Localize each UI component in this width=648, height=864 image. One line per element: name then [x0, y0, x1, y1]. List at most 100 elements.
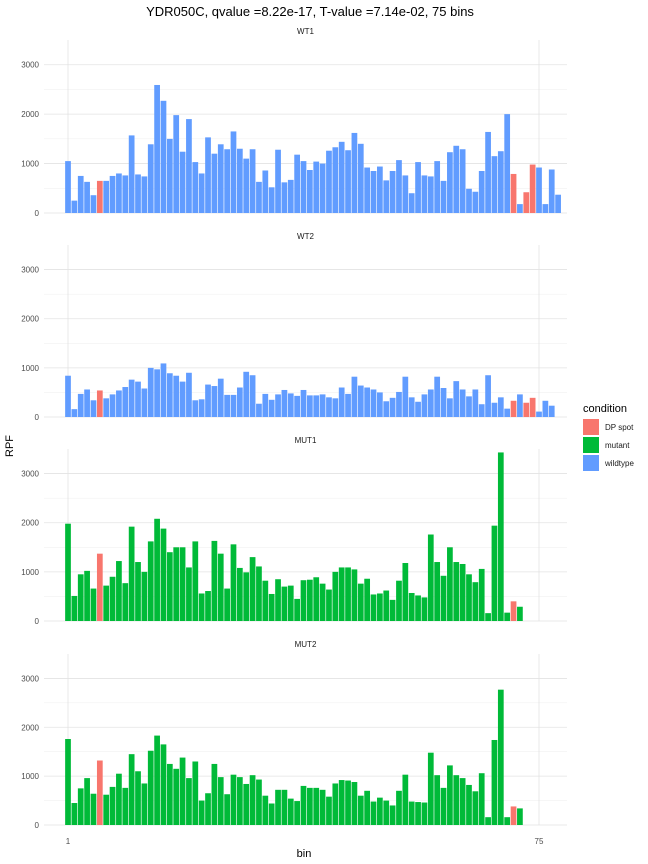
facet-strip-label: WT2 [297, 232, 314, 241]
bar-mut2-bin-52 [389, 805, 396, 825]
bar-mut1-bin-38 [300, 580, 307, 621]
y-tick-label: 0 [35, 209, 40, 218]
bar-wt2-bin-29 [243, 371, 250, 417]
bar-mut2-bin-15 [154, 735, 160, 825]
bar-wt1-bin-15 [154, 84, 160, 213]
bar-wt1-bin-45 [345, 150, 351, 213]
bar-mut2-bin-33 [268, 803, 275, 825]
bar-mut1-bin-31 [256, 566, 262, 621]
bar-mut1-bin-24 [211, 540, 218, 621]
bar-mut2-bin-25 [217, 777, 224, 825]
bar-mut2-bin-5 [90, 793, 97, 825]
bar-mut2-bin-10 [122, 787, 129, 825]
bar-mut1-bin-26 [224, 588, 230, 621]
bar-wt2-bin-22 [198, 399, 205, 417]
bar-mut2-bin-65 [472, 791, 479, 825]
bar-wt1-bin-21 [192, 162, 199, 213]
facet-strip-label: WT1 [297, 27, 314, 36]
bar-wt2-bin-68 [491, 402, 498, 417]
bar-mut1-bin-40 [313, 577, 320, 621]
bar-mut2-bin-14 [147, 750, 154, 825]
x-tick-label: 1 [66, 837, 71, 846]
bar-wt1-bin-14 [147, 144, 154, 213]
bar-wt2-bin-72 [517, 394, 523, 417]
bar-mut2-bin-61 [447, 765, 453, 825]
bar-mut1-bin-21 [192, 541, 199, 621]
bar-wt1-bin-4 [84, 181, 90, 213]
bar-mut1-bin-10 [122, 583, 129, 621]
bar-wt1-bin-36 [287, 179, 294, 213]
bar-mut2-bin-32 [262, 795, 269, 825]
bar-wt2-bin-55 [408, 397, 415, 417]
bar-mut1-bin-56 [415, 595, 421, 621]
bar-mut1-bin-1 [65, 523, 71, 621]
bar-wt2-bin-17 [166, 373, 173, 417]
bar-mut1-bin-22 [198, 593, 205, 621]
bar-wt2-bin-24 [211, 386, 218, 417]
bar-wt1-bin-62 [453, 145, 460, 213]
bar-wt1-bin-56 [415, 162, 421, 213]
legend-swatch-dp-spot [583, 419, 599, 435]
bar-wt1-bin-29 [243, 158, 250, 213]
bar-wt1-bin-12 [135, 174, 141, 213]
bar-wt2-bin-36 [287, 393, 294, 417]
bar-wt2-bin-60 [440, 388, 447, 417]
bar-mut2-bin-11 [128, 754, 135, 825]
bar-mut2-bin-2 [71, 803, 78, 825]
bar-mut2-bin-3 [77, 788, 84, 825]
bar-mut2-bin-17 [166, 763, 173, 825]
bar-wt2-bin-70 [504, 408, 511, 417]
bar-wt2-bin-58 [427, 389, 434, 417]
bar-wt2-bin-38 [300, 389, 307, 417]
bar-wt1-bin-74 [529, 164, 536, 213]
bar-mut2-bin-50 [377, 797, 383, 825]
bar-mut1-bin-28 [236, 567, 243, 621]
bar-mut2-bin-29 [243, 783, 250, 825]
bar-wt1-bin-72 [517, 204, 523, 213]
bar-mut1-bin-20 [186, 567, 192, 621]
bar-wt1-bin-30 [249, 149, 256, 213]
bar-mut2-bin-7 [103, 794, 110, 825]
bar-mut2-bin-69 [497, 689, 504, 825]
bar-mut1-bin-66 [478, 568, 485, 621]
bar-mut2-bin-68 [491, 739, 498, 825]
bar-mut1-bin-32 [262, 580, 269, 621]
bar-wt1-bin-1 [65, 161, 71, 213]
bar-mut1-bin-43 [332, 571, 339, 621]
bar-wt2-bin-77 [548, 405, 555, 417]
bar-wt2-bin-9 [116, 390, 122, 417]
legend-label: DP spot [605, 423, 634, 432]
legend-title: condition [583, 403, 627, 415]
bar-mut2-bin-42 [326, 796, 332, 825]
bar-wt2-bin-65 [472, 389, 479, 417]
bar-mut1-bin-17 [166, 552, 173, 621]
bar-wt2-bin-47 [357, 385, 364, 417]
bar-mut2-bin-51 [383, 800, 390, 825]
bar-wt2-bin-51 [383, 401, 390, 417]
bar-wt2-bin-74 [529, 397, 536, 417]
bar-mut2-bin-60 [440, 787, 447, 825]
bar-mut2-bin-26 [224, 794, 230, 825]
bar-wt1-bin-8 [109, 175, 116, 213]
bar-mut1-bin-51 [383, 590, 390, 621]
bar-wt1-bin-64 [466, 188, 472, 213]
bar-mut2-bin-35 [281, 789, 288, 825]
bar-wt2-bin-39 [307, 395, 313, 417]
bar-mut1-bin-30 [249, 557, 256, 621]
bar-wt2-bin-25 [217, 378, 224, 417]
y-tick-label: 3000 [21, 61, 39, 70]
bar-mut1-bin-35 [281, 586, 288, 621]
bar-wt1-bin-54 [402, 175, 409, 213]
bar-wt2-bin-50 [377, 392, 383, 417]
bar-wt1-bin-10 [122, 175, 129, 213]
bar-mut2-bin-43 [332, 783, 339, 825]
bar-mut1-bin-2 [71, 595, 78, 621]
bar-wt1-bin-47 [357, 143, 364, 213]
bar-mut2-bin-36 [287, 798, 294, 825]
bar-wt1-bin-37 [294, 154, 300, 213]
bar-wt2-bin-4 [84, 389, 90, 417]
bar-mut2-bin-20 [186, 778, 192, 825]
bar-wt1-bin-39 [307, 170, 313, 213]
bar-wt2-bin-67 [485, 375, 491, 417]
bar-wt2-bin-37 [294, 395, 300, 417]
